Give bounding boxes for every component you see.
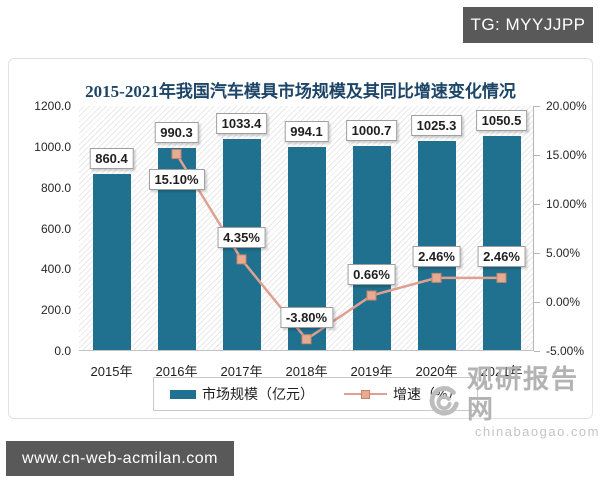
- line-value-label: 2.46%: [477, 245, 526, 267]
- y-axis-right: 20.00% 15.00% 10.00% 5.00% 0.00% -5.00%: [546, 99, 594, 358]
- y-right-tick-label: 0.00%: [546, 295, 581, 309]
- x-axis-label: 2016年: [155, 364, 198, 379]
- line-value-label: 15.10%: [148, 169, 205, 191]
- legend-line-swatch: [344, 389, 387, 399]
- x-axis-label: 2020年: [415, 364, 458, 379]
- bar-value-label: 1050.5: [475, 109, 528, 131]
- bar-2021年: [482, 135, 521, 350]
- watermark-swirl-logo-icon: [429, 385, 459, 416]
- y-left-tick-label: 400.0: [40, 262, 71, 277]
- y-right-tick-label: 5.00%: [546, 246, 581, 260]
- line-value-label: 4.35%: [217, 227, 266, 249]
- y-right-tick-mark: [534, 204, 540, 205]
- x-axis-label: 2018年: [285, 364, 328, 379]
- watermark: 观研报告网 chinabaogao.com: [424, 364, 600, 439]
- legend-label: 市场规模（亿元）: [202, 386, 314, 402]
- y-left-tick-label: 600.0: [40, 221, 71, 236]
- x-axis-label: 2021年: [480, 364, 523, 379]
- watermark-text: 观研报告网 chinabaogao.com: [467, 364, 600, 439]
- y-right-tick-mark: [534, 302, 540, 303]
- bar-2020年: [417, 140, 456, 350]
- y-right-tick-label: -5.00%: [546, 344, 585, 358]
- line-marker-2018年: [301, 334, 312, 345]
- y-right-tick-mark: [534, 155, 540, 156]
- y-right-tick-mark: [534, 351, 540, 352]
- legend-item-market-size: 市场规模（亿元）: [170, 384, 314, 404]
- y-axis-left: 1200.0 1000.0 800.0 600.0 400.0 200.0 0.0: [9, 99, 71, 358]
- bar-2019年: [352, 145, 391, 350]
- watermark-name: 观研报告网: [467, 364, 580, 424]
- chart-card: 2015-2021年我国汽车模具市场规模及其同比增速变化情况 1200.0 100…: [8, 58, 593, 419]
- telegram-tag-badge: TG: MYYJJPP: [463, 7, 593, 43]
- plot-area: 2015年 2016年 2017年 2018年 2019年 2020年 2021年 860.4…: [79, 106, 540, 379]
- line-value-label: -3.80%: [279, 307, 334, 329]
- y-left-tick-label: 1000.0: [34, 139, 71, 154]
- y-right-tick-mark: [534, 106, 540, 107]
- bar-value-label: 994.1: [284, 121, 329, 143]
- source-url-badge: www.cn-web-acmilan.com: [6, 441, 234, 476]
- legend-line-marker: [361, 389, 370, 399]
- legend-line-segment: [344, 393, 361, 395]
- line-marker-2020年: [431, 272, 442, 283]
- line-marker-2019年: [366, 290, 377, 301]
- y-right-tick-label: 20.00%: [546, 99, 587, 113]
- line-value-label: 0.66%: [347, 263, 396, 285]
- line-marker-2017年: [236, 254, 247, 265]
- legend-bar-swatch: [170, 389, 196, 399]
- x-axis-label: 2017年: [220, 364, 263, 379]
- chart-title: 2015-2021年我国汽车模具市场规模及其同比增速变化情况: [85, 82, 516, 101]
- bar-value-label: 1025.3: [410, 114, 463, 136]
- bar-value-label: 860.4: [89, 148, 134, 170]
- x-axis-label: 2015年: [90, 364, 133, 379]
- bar-value-label: 1033.4: [215, 113, 268, 134]
- line-marker-2016年: [171, 149, 182, 160]
- y-left-tick-label: 1200.0: [34, 99, 71, 113]
- y-left-tick-label: 0.0: [54, 344, 71, 358]
- y-right-tick-label: 10.00%: [546, 197, 587, 211]
- legend-line-segment: [370, 393, 387, 395]
- bar-value-label: 1000.7: [345, 119, 398, 141]
- watermark-domain: chinabaogao.com: [474, 424, 600, 439]
- y-left-tick-label: 800.0: [40, 180, 71, 195]
- y-left-tick-label: 200.0: [40, 303, 71, 318]
- y-right-tick-mark: [534, 253, 540, 254]
- line-marker-2021年: [496, 272, 507, 283]
- x-axis-label: 2019年: [350, 364, 393, 379]
- line-value-label: 2.46%: [412, 245, 461, 267]
- y-right-tick-label: 15.00%: [546, 148, 587, 162]
- bar-value-label: 990.3: [154, 121, 199, 143]
- bar-2015年: [92, 174, 131, 350]
